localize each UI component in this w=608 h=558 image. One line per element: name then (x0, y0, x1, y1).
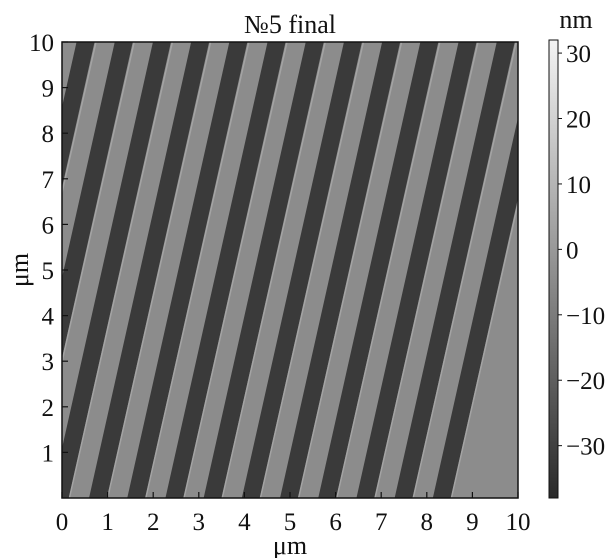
y-tick-label: 2 (42, 395, 55, 422)
dark-stripe (318, 42, 439, 498)
colorbar-tick-label: 0 (566, 237, 579, 264)
x-axis-label: μm (273, 531, 307, 558)
dark-stripe (394, 42, 515, 498)
colorbar-tick-label: 30 (566, 41, 591, 68)
stripe-edge (297, 42, 403, 498)
y-tick-label: 6 (42, 212, 55, 239)
colorbar-gradient (548, 39, 559, 499)
colorbar-tick-label: 20 (566, 107, 591, 134)
dark-stripe (280, 42, 401, 498)
y-tick-label: 1 (42, 440, 55, 467)
colorbar-tick-label: −10 (566, 303, 605, 330)
x-tick-label: 9 (466, 509, 479, 536)
y-tick-label: 5 (42, 258, 55, 285)
colorbar: nm 30 20 10 0 −10 −20 −30 (548, 5, 605, 499)
y-tick-label: 8 (42, 121, 55, 148)
colorbar-ticks: 30 20 10 0 −10 −20 −30 (558, 41, 605, 461)
y-tick-label: 4 (42, 304, 55, 331)
colorbar-tick-label: 10 (566, 172, 591, 199)
plot-title: №5 final (244, 10, 336, 39)
stripe-edge (145, 42, 250, 498)
stripe-edge (336, 42, 441, 498)
x-tick-label: 1 (101, 509, 114, 536)
dark-stripe (241, 42, 362, 498)
y-tick-label: 3 (42, 349, 55, 376)
afm-image (62, 42, 518, 498)
stripe-edge (62, 42, 97, 196)
x-tick-label: 7 (375, 509, 388, 536)
dark-stripe (62, 42, 95, 188)
dark-stripe (62, 42, 133, 358)
dark-stripe (203, 42, 324, 498)
x-tick-label: 8 (421, 509, 434, 536)
stripe-edge (68, 42, 174, 498)
y-axis-ticks: 1 2 3 4 5 6 7 8 9 10 (29, 30, 68, 467)
stripe-edge (221, 42, 326, 498)
colorbar-unit: nm (559, 5, 592, 34)
y-tick-label: 7 (42, 167, 55, 194)
stripe-edge (374, 42, 479, 498)
y-tick-label: 9 (42, 76, 55, 103)
dark-stripe (356, 42, 477, 498)
dark-stripe (89, 42, 210, 498)
x-tick-label: 3 (193, 509, 206, 536)
dark-stripe (127, 42, 248, 498)
stripe-edge (106, 42, 212, 498)
x-tick-label: 2 (147, 509, 160, 536)
x-axis-ticks: 0 1 2 3 4 5 6 7 8 9 10 (56, 492, 531, 536)
stripe-edge (259, 42, 365, 498)
dark-stripe (165, 42, 286, 498)
colorbar-tick-label: −30 (566, 434, 605, 461)
stripe-edge (183, 42, 288, 498)
x-tick-label: 10 (506, 509, 531, 536)
stripe-edge (412, 42, 517, 498)
dark-stripe (62, 42, 171, 498)
stripe-edge (62, 42, 135, 366)
y-tick-label: 10 (29, 30, 54, 57)
stripe-group (62, 42, 518, 498)
y-axis-label: μm (5, 253, 34, 287)
colorbar-tick-label: −20 (566, 368, 605, 395)
stripe-edge (450, 199, 518, 498)
x-tick-label: 6 (329, 509, 342, 536)
x-tick-label: 4 (238, 509, 251, 536)
x-tick-label: 5 (284, 509, 297, 536)
x-tick-label: 0 (56, 509, 69, 536)
dark-stripe (432, 117, 518, 498)
